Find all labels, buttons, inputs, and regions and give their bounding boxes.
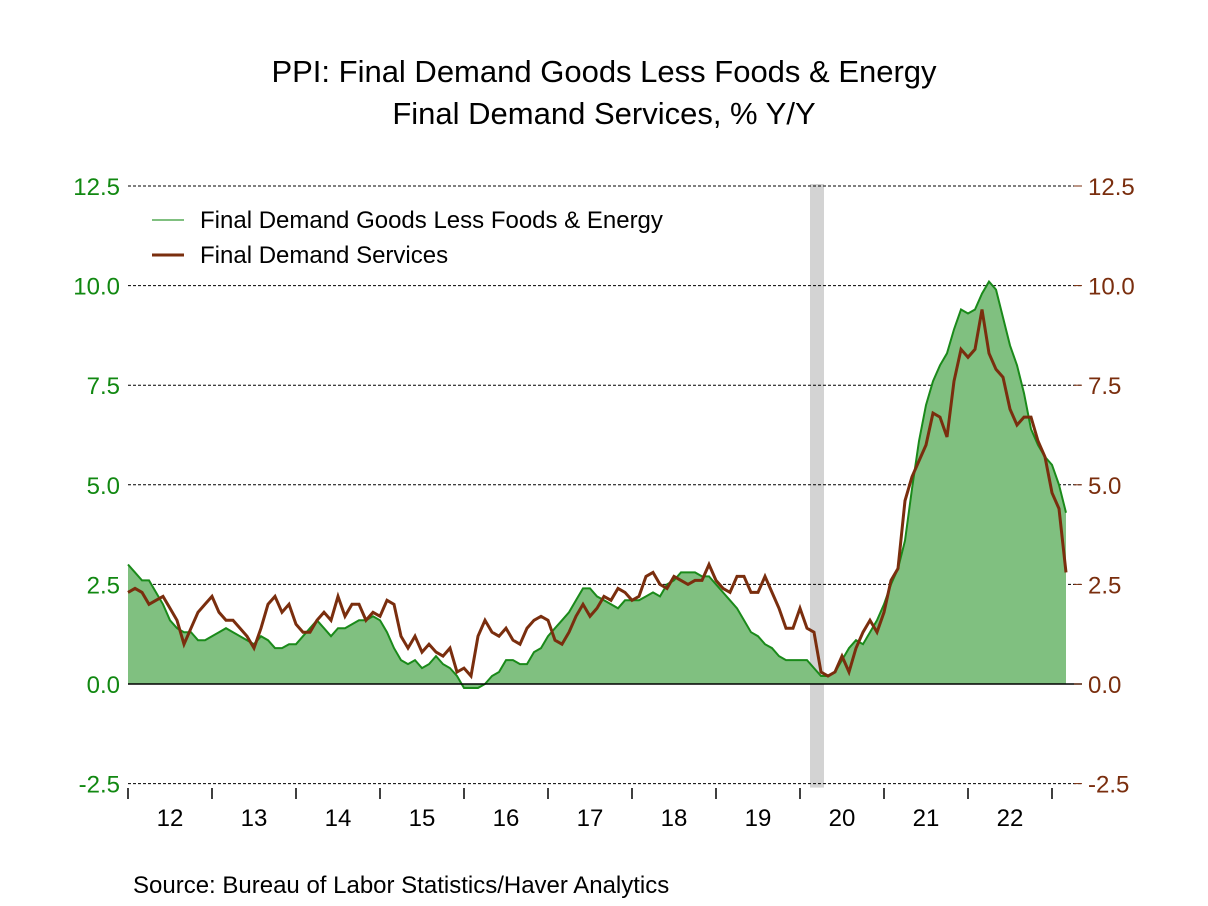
chart-subtitle: Final Demand Services, % Y/Y <box>392 96 816 131</box>
y-tick-label-right: -2.5 <box>1088 772 1129 799</box>
y-tick-label-left: 0.0 <box>87 672 120 699</box>
goods-line <box>127 279 1067 689</box>
x-tick-label: 21 <box>913 805 940 832</box>
x-tick-label: 14 <box>325 805 352 832</box>
y-tick-label-left: 2.5 <box>87 572 120 599</box>
x-tick-label: 16 <box>493 805 520 832</box>
x-tick-label: 19 <box>745 805 772 832</box>
legend-label-goods: Final Demand Goods Less Foods & Energy <box>200 207 663 234</box>
y-tick-label-left: -2.5 <box>79 772 120 799</box>
x-tick-label: 17 <box>577 805 604 832</box>
source-note: Source: Bureau of Labor Statistics/Haver… <box>133 872 670 899</box>
y-tick-label-right: 10.0 <box>1088 274 1135 301</box>
y-tick-label-right: 0.0 <box>1088 672 1121 699</box>
y-tick-label-right: 5.0 <box>1088 473 1121 500</box>
y-tick-label-left: 10.0 <box>73 274 120 301</box>
x-tick-label: 15 <box>409 805 436 832</box>
y-tick-label-right: 7.5 <box>1088 373 1121 400</box>
x-tick-label: 20 <box>829 805 856 832</box>
y-tick-label-left: 7.5 <box>87 373 120 400</box>
legend-label-services: Final Demand Services <box>200 242 448 269</box>
y-tick-label-left: 12.5 <box>73 174 120 201</box>
x-tick-label: 18 <box>661 805 688 832</box>
y-tick-label-right: 2.5 <box>1088 572 1121 599</box>
x-tick-label: 13 <box>241 805 268 832</box>
chart-title: PPI: Final Demand Goods Less Foods & Ene… <box>271 54 937 89</box>
y-tick-label-left: 5.0 <box>87 473 120 500</box>
recession-shading <box>810 184 824 788</box>
x-tick-label: 12 <box>157 805 184 832</box>
y-tick-label-right: 12.5 <box>1088 174 1135 201</box>
x-tick-label: 22 <box>997 805 1024 832</box>
